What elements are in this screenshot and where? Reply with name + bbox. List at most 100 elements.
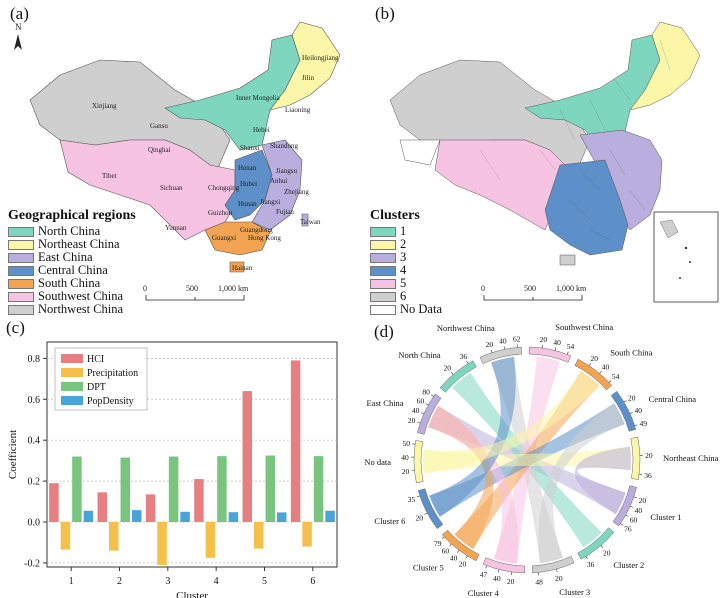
chord-tick-label: 40 [401,453,409,462]
legend-swatch [61,368,83,377]
y-tick-label: 0.6 [28,395,41,406]
region-legend-label: Central China [38,263,108,277]
chord-tick [625,514,629,517]
chord-tick-label: 40 [635,506,643,515]
legend-label: DPT [87,382,106,393]
chord-node-label: Northwest China [437,323,495,333]
svg-text:Jiangsu: Jiangsu [276,167,298,175]
region-legend-label: Northwest China [38,302,124,316]
svg-text:Qinghai: Qinghai [148,146,171,154]
svg-text:Chongqing: Chongqing [208,184,240,192]
panel-label-c: (c) [6,318,25,337]
svg-text:Jilin: Jilin [302,74,315,82]
chord-tick [620,523,624,526]
chord-tick [498,569,500,573]
legend-swatch [61,396,83,405]
cluster-legend-label: 3 [400,250,407,264]
svg-text:Yunnan: Yunnan [165,224,187,232]
svg-text:500: 500 [524,284,536,293]
svg-text:500: 500 [186,284,198,293]
chord-arc [532,556,575,574]
chord-tick [466,360,469,364]
cluster-legend-swatch [370,291,396,302]
chord-node-label: North China [398,350,440,360]
chord-tick-label: 76 [624,525,632,534]
chord-node-label: East China [367,398,404,408]
chord-tick-label: 36 [587,560,595,569]
chord-tick-label: 79 [434,539,442,548]
chord-tick [416,495,420,498]
cluster-legend-label: No Data [400,302,442,316]
cluster-legend-label: 5 [400,276,407,290]
chord-arc [479,346,522,364]
chord-tick [633,496,637,499]
bar-precipitation [157,522,167,565]
chord-node-label: Northeast China [663,453,719,463]
svg-text:Fujian: Fujian [276,208,294,216]
chord-tick [441,536,445,540]
chord-node-label: Cluster 6 [374,516,405,526]
region-legend-label: South China [38,276,101,290]
chord-tick [600,545,604,548]
chord-arc [577,527,615,560]
chord-tick-label: 36 [460,352,468,361]
chord-tick [589,363,592,366]
chord-tick-label: 60 [417,397,425,406]
chord-tick [420,412,424,415]
x-axis-label: Cluster [176,590,208,598]
chord-arc [417,393,442,435]
svg-text:0: 0 [143,284,147,293]
chord-ribbon [423,446,631,474]
chord-tick [424,512,428,515]
cluster-legend-swatch [370,239,396,250]
bar-popdensity [83,510,94,522]
region-legend-label: Northeast China [38,237,120,251]
chord-node-label: Cluster 3 [559,587,590,597]
svg-text:Xinjiang: Xinjiang [92,102,117,110]
svg-text:Henan: Henan [238,164,257,172]
chord-tick-label: 49 [639,419,647,428]
chord-node-label: No data [364,457,391,467]
panel-label-b: (b) [375,4,395,23]
chord-tick-label: 48 [535,577,543,586]
bar-dpt [265,455,275,522]
bar-hci [145,494,156,522]
bar-precipitation [60,522,71,550]
bar-hci [290,360,301,522]
legend-label: Precipitation [87,368,138,379]
chord-ribbon [423,371,600,474]
chord-arc [441,529,480,562]
chord-tick-label: 20 [459,560,467,569]
svg-text:Tibet: Tibet [102,172,117,180]
bar-dpt [217,456,227,522]
panel-label-d: (d) [374,322,394,341]
bar-hci [49,483,59,522]
bar-popdensity [180,511,190,522]
region-legend-swatch [8,252,34,263]
bar-dpt [168,456,179,522]
bar-popdensity [132,510,142,522]
region-legend-swatch [8,291,34,302]
region-central [224,149,273,221]
scale-bar-a [145,295,245,301]
chord-tick-label: 20 [645,451,653,460]
chord-tick-label: 50 [402,439,410,448]
chord-tick [457,550,460,553]
x-tick-label: 6 [310,576,315,587]
svg-text:Hainan: Hainan [232,264,253,272]
y-axis-label: Coefficient [7,430,19,479]
svg-text:1,000 km: 1,000 km [556,284,587,293]
region-legend-label: North China [38,224,101,238]
bar-precipitation [109,522,119,551]
y-tick-label: 0.4 [28,436,41,447]
panel-label-a: (a) [10,4,29,23]
cluster-legend-item: 5 [370,277,442,290]
chord-tick-label: 20 [540,335,548,344]
region-legend-swatch [8,239,34,250]
chord-tick [608,380,612,383]
region-legend-swatch [8,304,34,315]
chord-tick-label: 20 [443,364,451,373]
chord-tick-label: 20 [402,467,410,476]
y-tick-label: 0.0 [28,518,41,529]
svg-text:Sichuan: Sichuan [160,184,183,192]
